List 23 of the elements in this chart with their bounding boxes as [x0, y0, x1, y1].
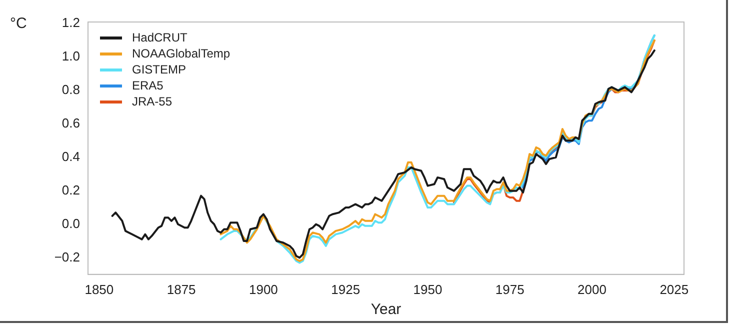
- legend-label: ERA5: [132, 78, 164, 92]
- legend-label: NOAAGlobalTemp: [132, 46, 230, 60]
- y-tick-label: 1.0: [62, 48, 80, 64]
- legend-label: HadCRUT: [132, 30, 188, 44]
- x-tick-label: 1975: [495, 282, 524, 297]
- x-axis-title: Year: [370, 301, 402, 318]
- x-tick-label: 1900: [248, 282, 278, 297]
- y-tick-label: −0.2: [54, 249, 80, 264]
- y-tick-label: 0.8: [62, 82, 80, 98]
- y-tick-label: 0.6: [62, 116, 80, 131]
- x-tick-label: 1850: [84, 282, 114, 297]
- y-tick-label: 1.2: [62, 15, 80, 30]
- legend-label: JRA-55: [132, 94, 172, 108]
- x-tick-label: 2025: [660, 282, 689, 297]
- x-tick-label: 1950: [413, 282, 442, 297]
- y-axis-title: °C: [10, 15, 27, 32]
- legend-label: GISTEMP: [132, 62, 186, 76]
- x-tick-label: 1925: [331, 282, 360, 297]
- y-tick-label: 0.4: [62, 148, 80, 164]
- y-tick-label: 0.0: [62, 216, 80, 231]
- x-tick-label: 1875: [166, 282, 196, 297]
- y-tick-label: 0.2: [62, 182, 80, 198]
- x-tick-label: 2000: [578, 282, 606, 297]
